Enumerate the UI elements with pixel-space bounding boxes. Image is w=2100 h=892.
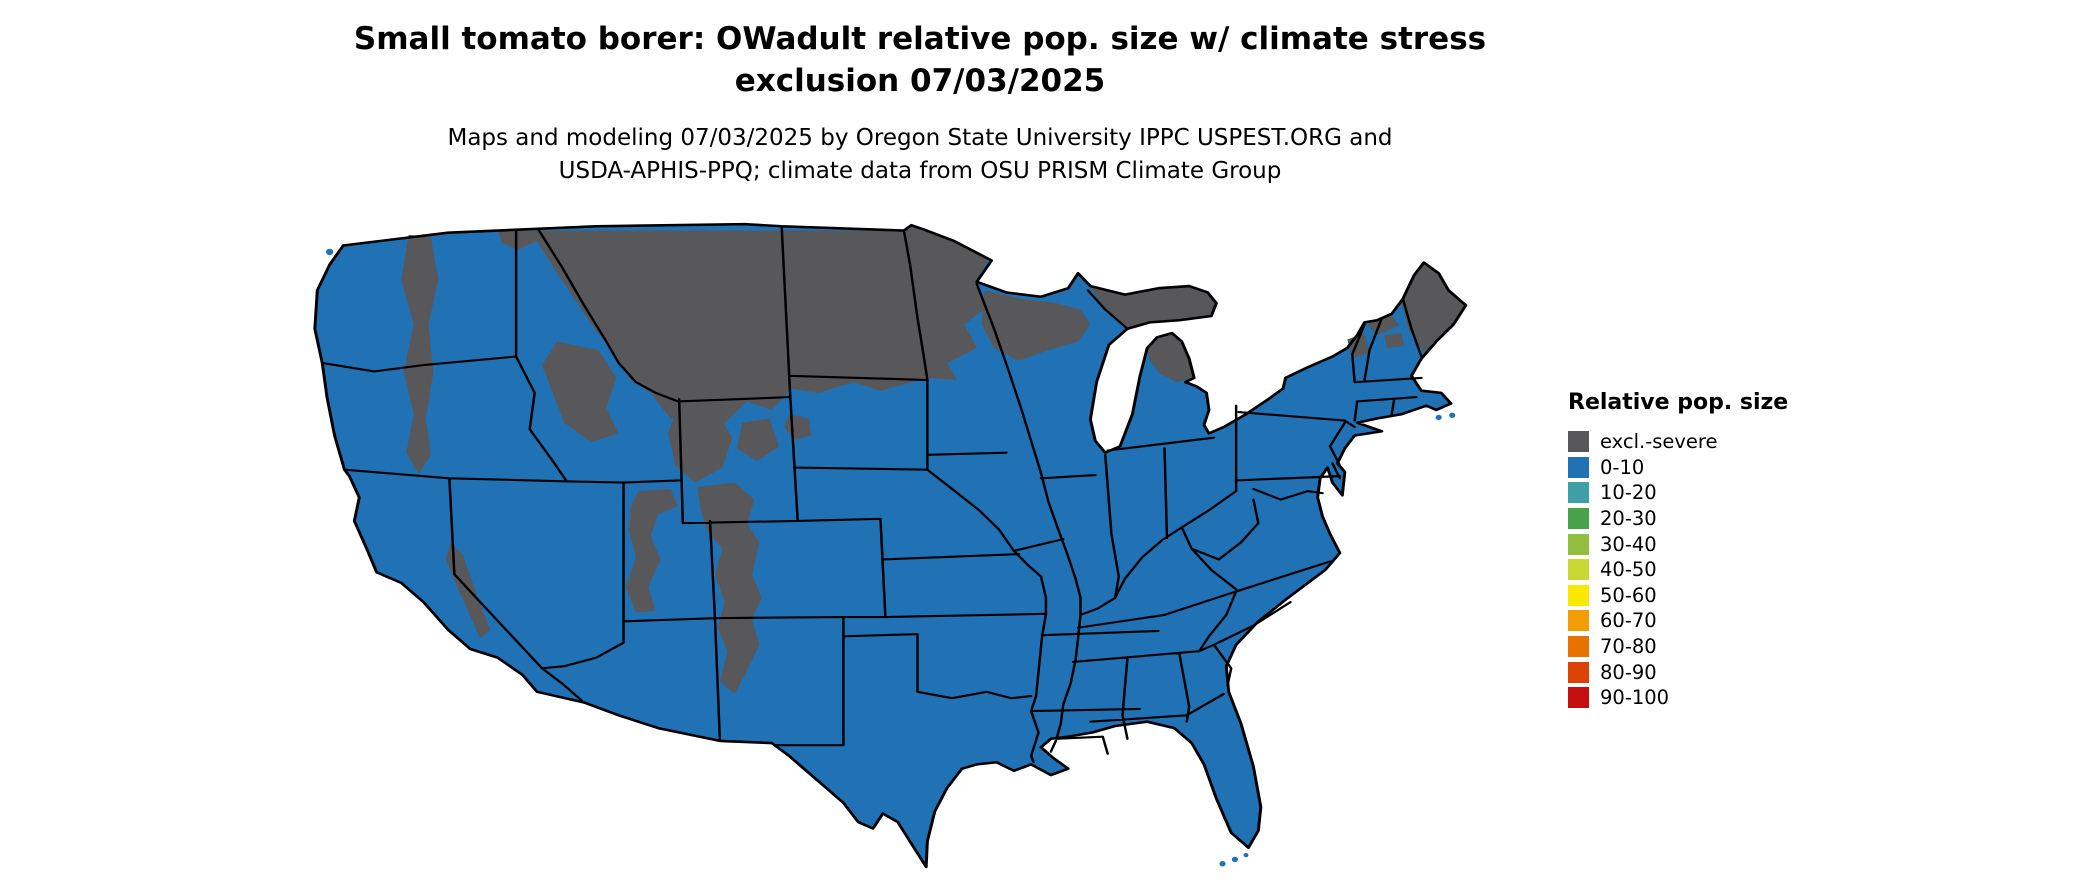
legend-swatch (1568, 687, 1589, 709)
legend-swatch (1568, 610, 1589, 632)
coastal-islands (325, 248, 1456, 867)
excluded-bighorns (737, 418, 780, 462)
legend-item-label: 30-40 (1600, 532, 1657, 556)
legend-item: 40-50 (1568, 557, 1828, 583)
map-subtitle-line2: USDA-APHIS-PPQ; climate data from OSU PR… (558, 158, 1282, 184)
conus-outline (313, 222, 1468, 869)
legend-item: 20-30 (1568, 506, 1828, 532)
legend-item: 70-80 (1568, 634, 1828, 660)
map-title-line1: Small tomato borer: OWadult relative pop… (353, 21, 1487, 57)
legend-swatch (1568, 559, 1589, 581)
page-title: Small tomato borer: OWadult relative pop… (220, 18, 1620, 102)
legend-item-label: excl.-severe (1600, 430, 1718, 454)
us-map (313, 222, 1468, 869)
legend-swatch (1568, 584, 1589, 606)
state-borders (320, 225, 1423, 764)
legend: Relative pop. size excl.-severe 0-10 10-… (1568, 390, 1828, 711)
legend-swatch (1568, 636, 1589, 658)
excluded-colorado-rockies (697, 482, 762, 694)
legend-item: 0-10 (1568, 455, 1828, 481)
legend-item: 10-20 (1568, 480, 1828, 506)
legend-swatch (1568, 533, 1589, 555)
excluded-regions (401, 225, 1466, 694)
excluded-utah-ranges (626, 488, 678, 613)
legend-item: 50-60 (1568, 583, 1828, 609)
excluded-north-vt-nh (1367, 314, 1400, 336)
map-title-line2: exclusion 07/03/2025 (734, 63, 1106, 99)
excluded-yellowstone (668, 405, 733, 483)
legend-item: 60-70 (1568, 608, 1828, 634)
page-subtitle: Maps and modeling 07/03/2025 by Oregon S… (220, 122, 1620, 188)
legend-item: 80-90 (1568, 659, 1828, 685)
excluded-white-mountains (1384, 333, 1405, 348)
excluded-north-mass (497, 225, 990, 423)
legend-item-label: 80-90 (1600, 660, 1657, 684)
legend-item-label: 20-30 (1600, 507, 1657, 531)
legend-item-label: 0-10 (1600, 455, 1645, 479)
excluded-north-wisconsin (981, 290, 1091, 361)
legend-item-label: 70-80 (1600, 635, 1657, 659)
legend-item: excl.-severe (1568, 429, 1828, 455)
map-subtitle-line1: Maps and modeling 07/03/2025 by Oregon S… (447, 125, 1393, 151)
excluded-idaho-mountains (542, 341, 619, 442)
legend-item-label: 40-50 (1600, 558, 1657, 582)
excluded-cascades (401, 234, 439, 474)
legend-swatch (1568, 431, 1589, 453)
legend-item-label: 10-20 (1600, 481, 1657, 505)
legend-item-label: 90-100 (1600, 686, 1670, 710)
us-map-container (300, 222, 1535, 884)
legend-swatch (1568, 456, 1589, 478)
excluded-michigan-up (1090, 286, 1217, 329)
excluded-maine (1401, 264, 1466, 353)
legend-swatch (1568, 508, 1589, 530)
legend-item: 90-100 (1568, 685, 1828, 711)
legend-swatch (1568, 661, 1589, 683)
legend-item-label: 50-60 (1600, 583, 1657, 607)
legend-item-label: 60-70 (1600, 609, 1657, 633)
legend-title: Relative pop. size (1568, 390, 1789, 415)
legend-swatch (1568, 482, 1589, 504)
legend-item: 30-40 (1568, 531, 1828, 557)
